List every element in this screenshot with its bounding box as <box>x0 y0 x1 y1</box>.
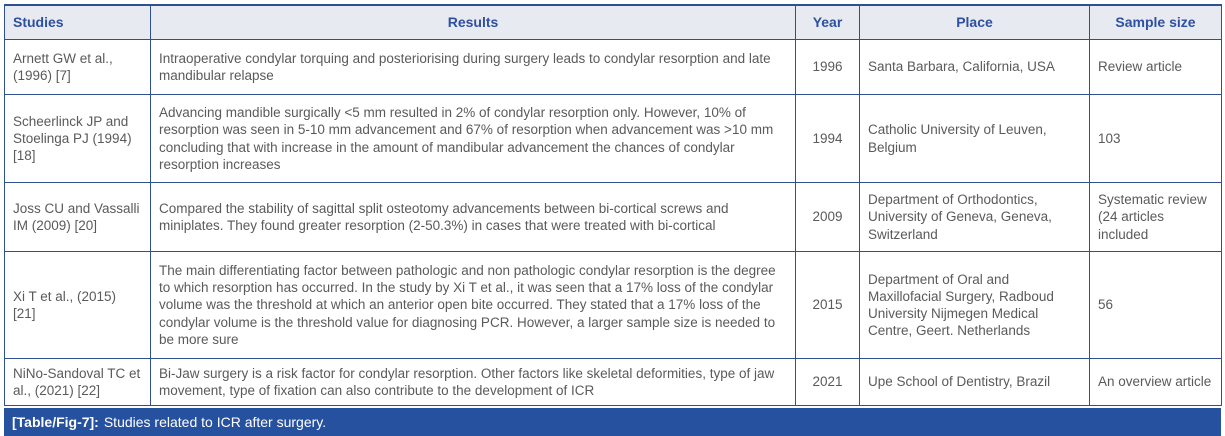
cell-results: The main differentiating factor between … <box>150 251 796 359</box>
table-caption-text: Studies related to ICR after surgery. <box>103 414 327 430</box>
cell-results: Intraoperative condylar torquing and pos… <box>150 39 796 95</box>
cell-place: Department of Orthodontics, University o… <box>859 182 1090 252</box>
cell-year: 2021 <box>795 358 860 406</box>
cell-year: 2015 <box>795 251 860 359</box>
cell-studies: Arnett GW et al., (1996) [7] <box>4 39 151 95</box>
cell-studies: Xi T et al., (2015) [21] <box>4 251 151 359</box>
cell-studies: NiNo-Sandoval TC et al., (2021) [22] <box>4 358 151 406</box>
cell-sample-size: 103 <box>1089 94 1222 183</box>
cell-sample-size: Systematic review (24 articles included <box>1089 182 1222 252</box>
cell-sample-size: An overview article <box>1089 358 1222 406</box>
cell-results: Advancing mandible surgically <5 mm resu… <box>150 94 796 183</box>
column-header-place: Place <box>859 4 1090 40</box>
studies-table: Studies Results Year Place Sample size A… <box>4 4 1222 406</box>
cell-studies: Joss CU and Vassalli IM (2009) [20] <box>4 182 151 252</box>
table-row: NiNo-Sandoval TC et al., (2021) [22] Bi-… <box>4 358 1222 406</box>
cell-place: Department of Oral and Maxillofacial Sur… <box>859 251 1090 359</box>
table-row: Xi T et al., (2015) [21] The main differ… <box>4 251 1222 359</box>
table-caption: [Table/Fig-7]: Studies related to ICR af… <box>4 408 1221 436</box>
cell-sample-size: 56 <box>1089 251 1222 359</box>
cell-place: Upe School of Dentistry, Brazil <box>859 358 1090 406</box>
cell-place: Catholic University of Leuven, Belgium <box>859 94 1090 183</box>
cell-year: 1996 <box>795 39 860 95</box>
cell-place: Santa Barbara, California, USA <box>859 39 1090 95</box>
table-row: Scheerlinck JP and Stoelinga PJ (1994) [… <box>4 94 1222 183</box>
table-header-row: Studies Results Year Place Sample size <box>4 4 1222 40</box>
column-header-studies: Studies <box>4 4 151 40</box>
table-row: Arnett GW et al., (1996) [7] Intraoperat… <box>4 39 1222 95</box>
cell-results: Bi-Jaw surgery is a risk factor for cond… <box>150 358 796 406</box>
table-figure: Studies Results Year Place Sample size A… <box>4 4 1222 436</box>
cell-year: 1994 <box>795 94 860 183</box>
table-caption-label: [Table/Fig-7]: <box>12 414 99 430</box>
column-header-year: Year <box>795 4 860 40</box>
cell-studies: Scheerlinck JP and Stoelinga PJ (1994) [… <box>4 94 151 183</box>
cell-results: Compared the stability of sagittal split… <box>150 182 796 252</box>
column-header-sample-size: Sample size <box>1089 4 1222 40</box>
table-row: Joss CU and Vassalli IM (2009) [20] Comp… <box>4 182 1222 252</box>
column-header-results: Results <box>150 4 796 40</box>
cell-year: 2009 <box>795 182 860 252</box>
cell-sample-size: Review article <box>1089 39 1222 95</box>
